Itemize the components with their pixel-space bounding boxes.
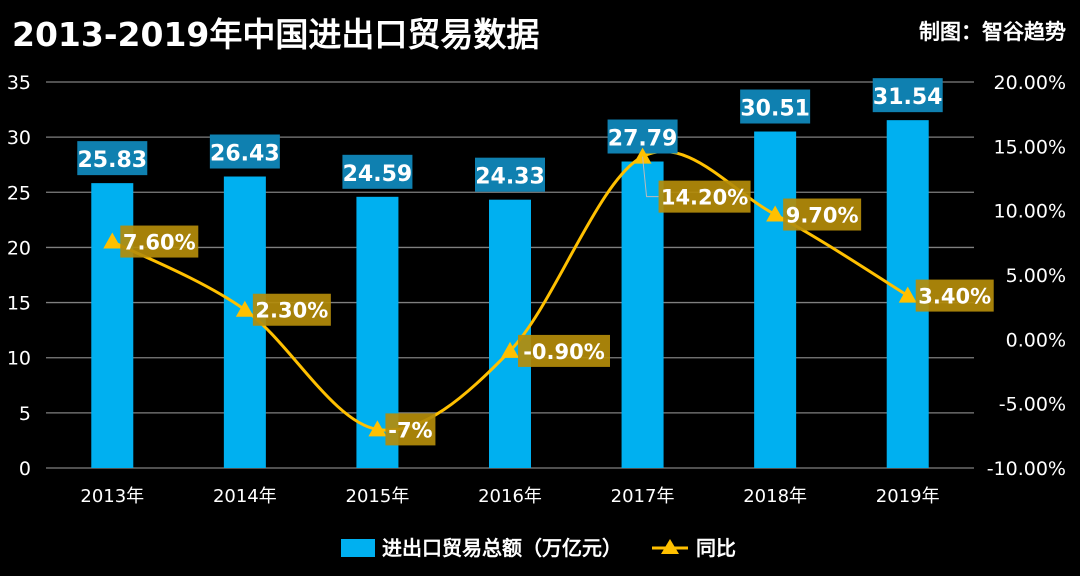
bar-label-box [342,154,413,189]
x-axis-tick: 2013年 [80,486,144,507]
legend-triangle-icon [661,539,679,554]
right-axis-tick: 15.00% [994,136,1066,158]
yoy-label-box [783,198,862,231]
x-axis-tick: 2016年 [478,486,542,507]
bar [754,131,797,468]
left-axis-tick: 15 [7,293,31,315]
yoy-label-box [385,413,436,446]
left-axis-tick: 10 [7,348,31,370]
right-axis-tick: -10.00% [987,458,1066,480]
chart-credit: 制图：智谷趋势 [919,20,1066,44]
yoy-value-label: 2.30% [255,299,328,323]
yoy-value-label: -7% [388,418,432,442]
triangle-marker [501,341,519,358]
bar-label-box [475,157,545,192]
bar-value-label: 27.79 [608,127,678,152]
yoy-value-label: -0.90% [523,340,605,364]
chart-title: 2013-2019年中国进出口贸易数据 [12,15,540,54]
left-axis-tick: 35 [7,72,31,94]
x-axis-tick: 2019年 [876,486,940,507]
left-axis-tick: 20 [7,237,31,259]
bar-value-label: 31.54 [873,85,943,110]
yoy-value-label: 3.40% [918,285,991,309]
bar [621,161,664,469]
x-axis-tick: 2014年 [213,486,277,507]
triangle-marker [368,420,387,437]
x-axis-tick: 2018年 [743,486,807,507]
yoy-label-box [658,180,751,213]
right-axis-tick: 20.00% [994,72,1066,94]
bar-value-label: 25.83 [77,148,147,173]
right-axis-tick: 5.00% [1006,265,1066,287]
right-axis-tick: 0.00% [1006,329,1066,351]
yoy-label-box [120,225,199,258]
bar-value-label: 30.51 [740,97,810,122]
yoy-label-box [518,334,610,367]
yoy-label-box [252,293,331,326]
bar-value-label: 26.43 [210,142,280,167]
legend-label-yoy: 同比 [696,536,736,560]
triangle-marker [766,205,785,222]
right-axis-tick: 10.00% [994,201,1066,223]
yoy-value-label: 14.20% [661,186,748,210]
right-axis-tick: -5.00% [999,394,1066,416]
bar-label-box [77,141,148,176]
yoy-label-box [915,279,994,312]
legend-label-total: 进出口贸易总额（万亿元） [382,536,622,560]
left-axis-tick: 30 [7,127,31,149]
triangle-marker [898,286,917,303]
left-axis-tick: 0 [19,458,31,480]
bar-value-label: 24.59 [343,162,413,187]
yoy-value-label: 7.60% [123,231,196,255]
bar-value-label: 24.33 [475,165,545,190]
yoy-value-label: 9.70% [786,204,859,228]
left-axis-tick: 25 [7,182,31,204]
triangle-marker [103,232,122,249]
left-axis-tick: 5 [19,403,31,425]
bar-label-box [872,78,943,113]
triangle-marker [633,147,652,164]
triangle-marker [235,300,254,317]
bar-label-box [209,134,280,169]
x-axis-tick: 2017年 [611,486,675,507]
bar-label-box [740,89,811,124]
legend-bar-swatch [341,539,375,557]
leader-line [642,156,659,198]
x-axis-tick: 2015年 [346,486,410,507]
